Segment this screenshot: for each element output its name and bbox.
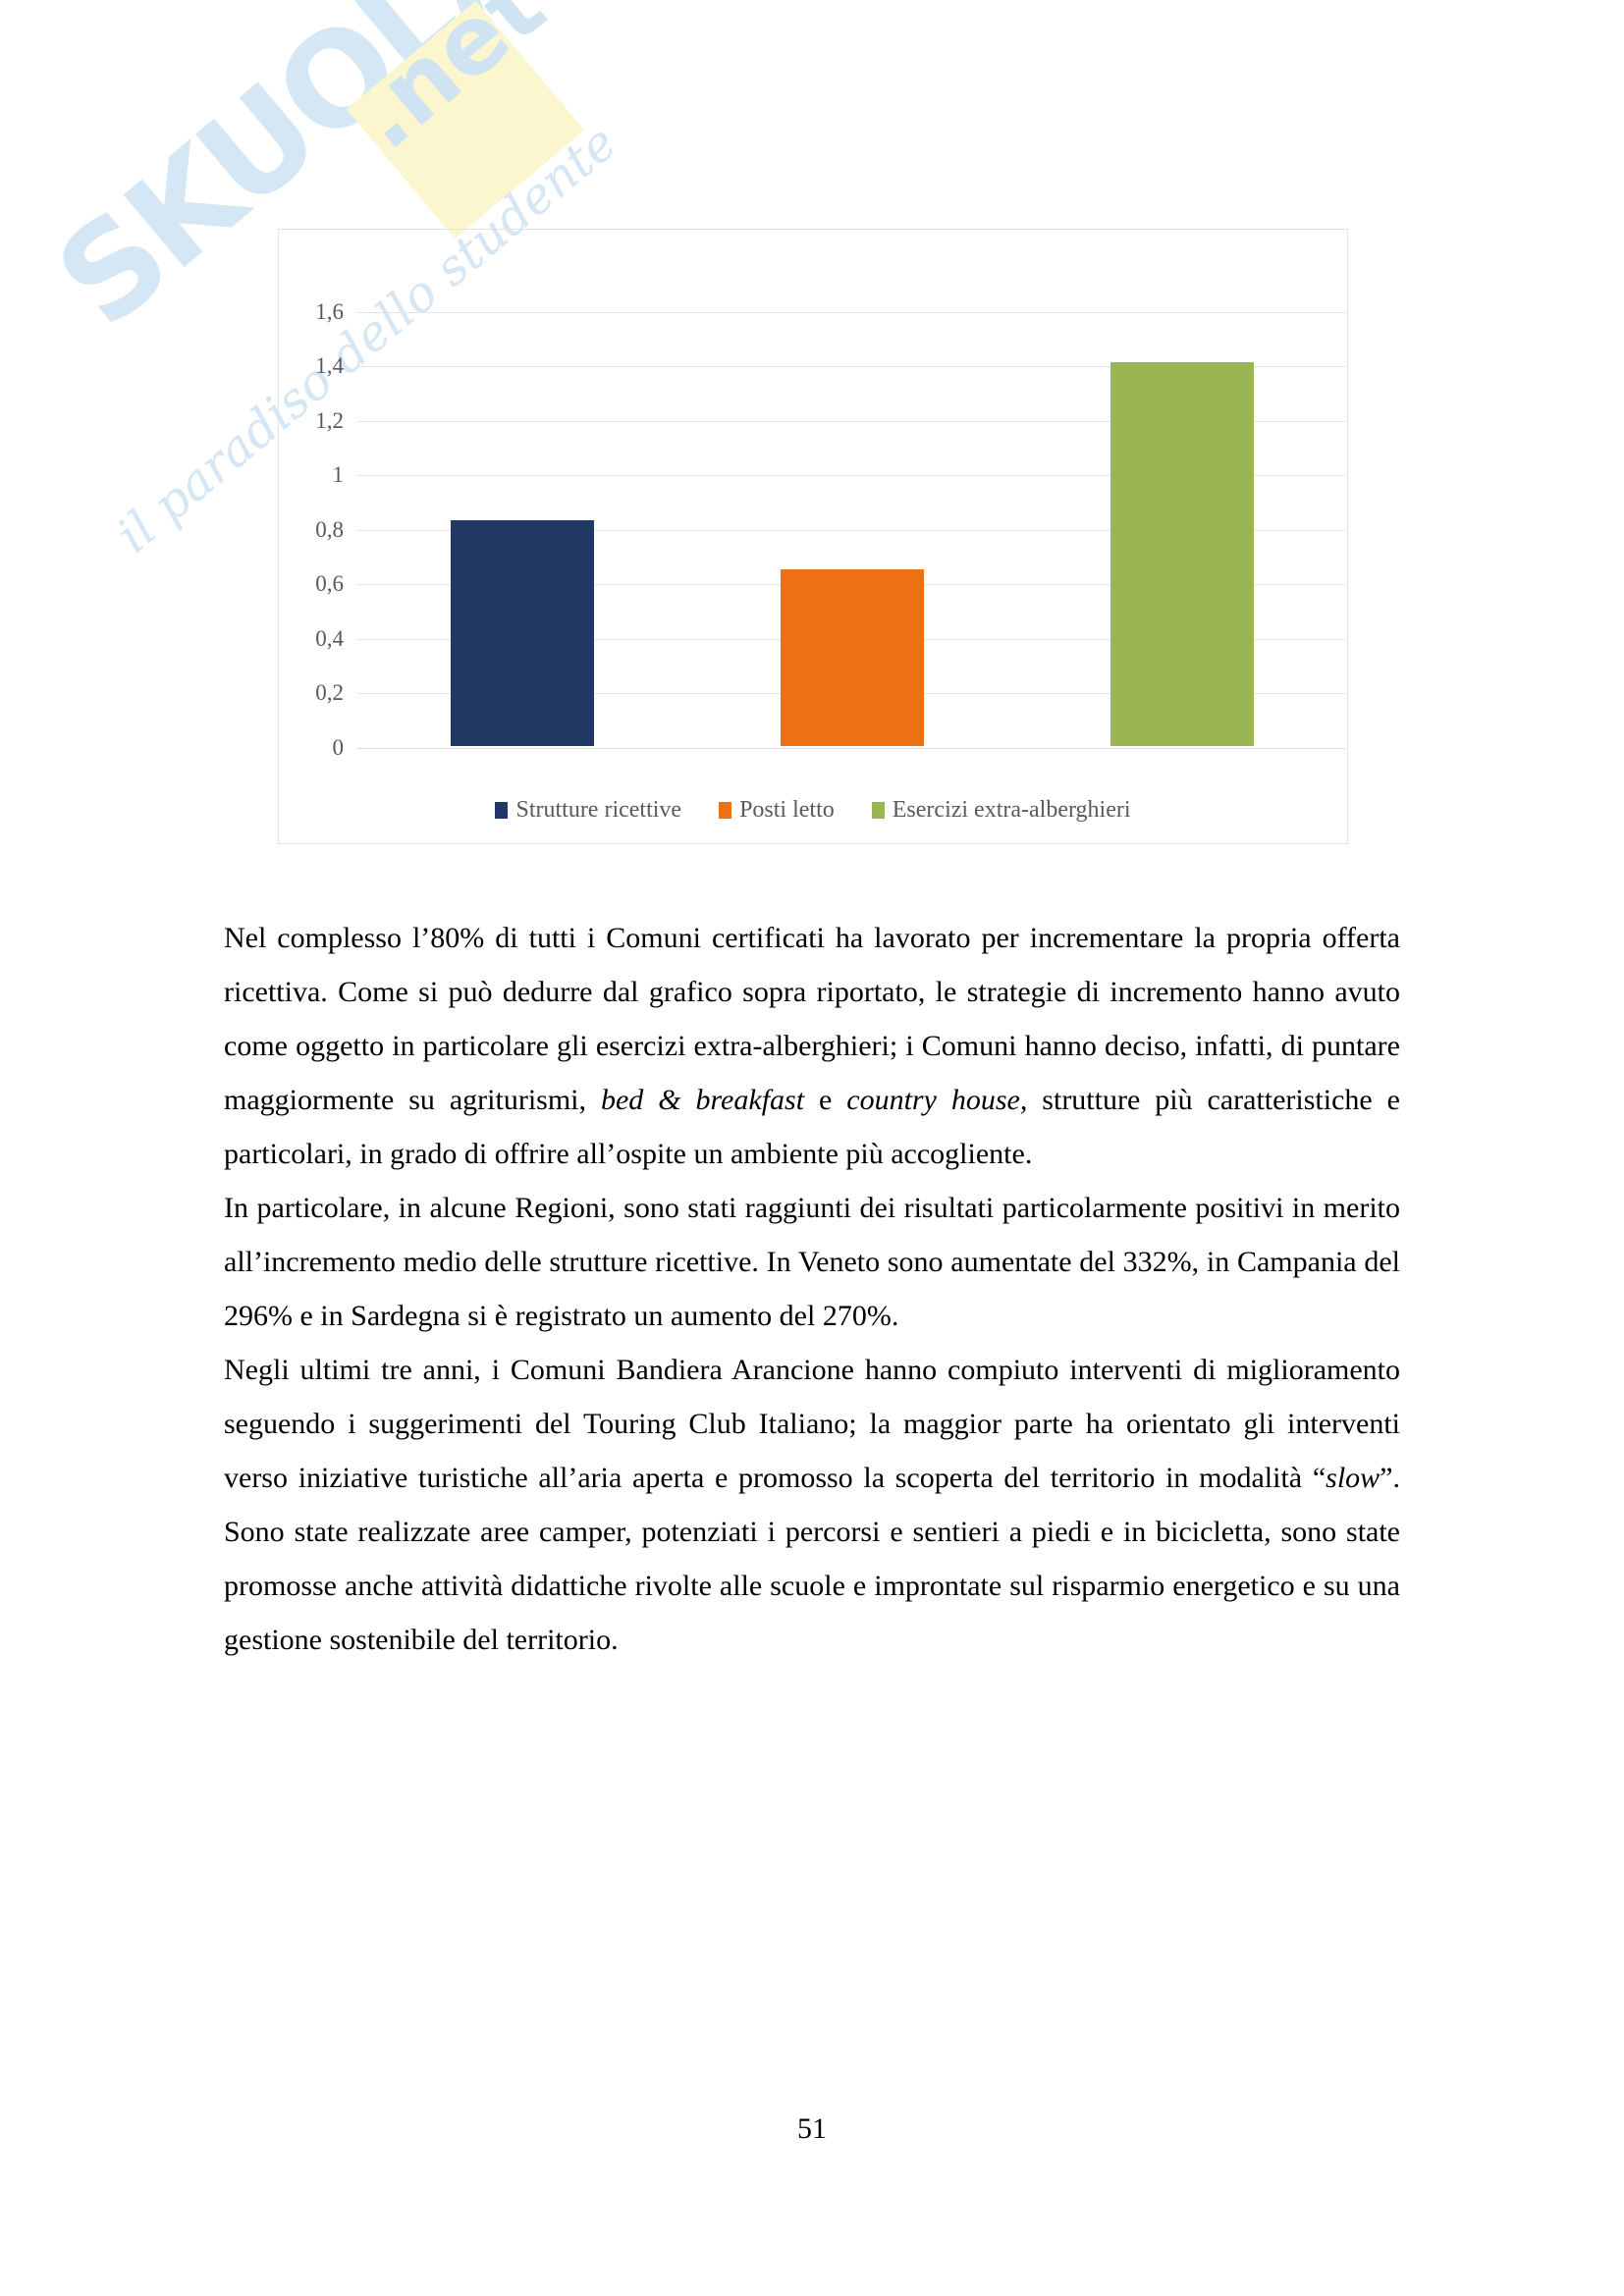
bar-3 xyxy=(1110,361,1254,746)
gridline xyxy=(357,311,1345,313)
legend-item-2: Posti letto xyxy=(719,797,835,824)
bar-2 xyxy=(781,568,924,746)
paragraph-1-part-b: e xyxy=(804,1084,847,1116)
legend-label: Posti letto xyxy=(739,797,835,823)
legend-item-1: Strutture ricettive xyxy=(495,797,681,824)
y-axis-tick-label: 1,6 xyxy=(315,298,344,324)
legend-swatch-icon xyxy=(495,802,509,819)
legend-item-3: Esercizi extra-alberghieri xyxy=(871,797,1131,824)
paragraph-1-italic-country-house: country house, xyxy=(846,1084,1028,1116)
page-number: 51 xyxy=(797,2112,827,2145)
gridline xyxy=(357,475,1345,477)
legend-label: Strutture ricettive xyxy=(515,797,682,823)
chart-plot-area: 1,6 1,4 1,2 1 0,8 0,6 0,4 0,2 0 xyxy=(279,230,1347,843)
watermark-diamond-shape xyxy=(346,0,585,240)
paragraph-2: In particolare, in alcune Regioni, sono … xyxy=(224,1192,1400,1332)
paragraph-3: Negli ultimi tre anni, i Comuni Bandiera… xyxy=(224,1343,1400,1667)
gridline xyxy=(357,420,1345,422)
y-axis-tick-label: 1,4 xyxy=(315,353,344,379)
gridline xyxy=(357,529,1345,531)
chart-legend: Strutture ricettive Posti letto Esercizi e… xyxy=(279,797,1347,824)
legend-swatch-icon xyxy=(871,802,885,819)
y-axis-tick-label: 0 xyxy=(332,735,345,760)
axis-baseline xyxy=(357,748,1345,749)
paragraph-3-part-a: Negli ultimi tre anni, i Comuni Bandiera… xyxy=(224,1354,1400,1494)
paragraph-3-italic-slow: slow xyxy=(1326,1462,1380,1494)
paragraph-1-italic-bed-and-breakfast: bed & breakfast xyxy=(600,1084,805,1116)
paragraph-3-part-b: ”. Sono state realizzate aree camper, po… xyxy=(224,1462,1400,1656)
legend-swatch-icon xyxy=(719,802,732,819)
paragraph-1-part-a: Nel complesso l’80% di tutti i Comuni ce… xyxy=(224,922,1400,1116)
y-axis-tick-label: 1 xyxy=(332,462,345,488)
legend-label: Esercizi extra-alberghieri xyxy=(892,797,1131,823)
paragraph-1: Nel complesso l’80% di tutti i Comuni ce… xyxy=(224,911,1400,1181)
y-axis-tick-label: 0,8 xyxy=(315,516,344,542)
y-axis-tick-label: 1,2 xyxy=(315,407,344,433)
gridline xyxy=(357,366,1345,368)
y-axis-tick-label: 0,6 xyxy=(315,571,344,597)
document-body: Nel complesso l’80% di tutti i Comuni ce… xyxy=(224,911,1400,1667)
y-axis-tick-label: 0,4 xyxy=(315,625,344,651)
paragraph-1-part-c: strutture più caratteristiche e particol… xyxy=(224,1084,1400,1170)
bar-1 xyxy=(451,519,594,746)
y-axis-tick-label: 0,2 xyxy=(315,680,344,706)
watermark-suffix-text: .net xyxy=(332,0,566,171)
bar-chart-figure: 1,6 1,4 1,2 1 0,8 0,6 0,4 0,2 0 Strutture ricett… xyxy=(278,229,1348,844)
